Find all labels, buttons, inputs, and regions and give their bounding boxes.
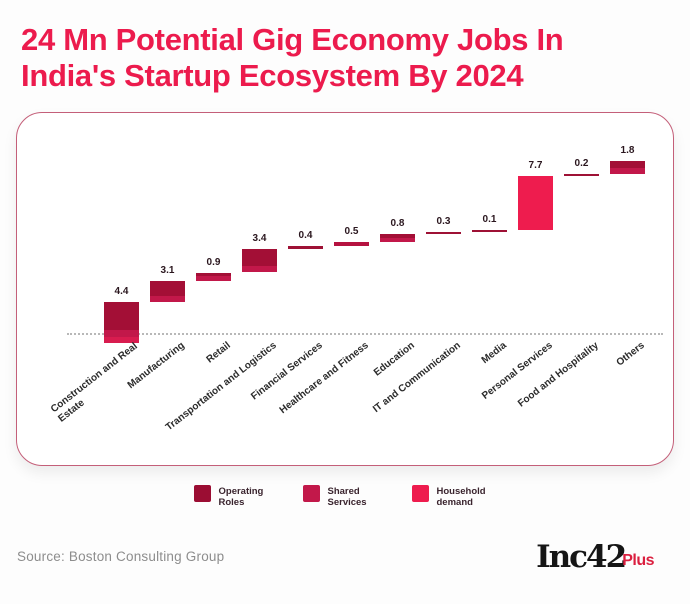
chart-baseline [67, 333, 663, 335]
bar-category-label: Retail [204, 340, 233, 366]
bar-category-label: Others [614, 340, 647, 369]
bar-12 [610, 161, 645, 174]
bar-value-label: 0.3 [436, 216, 451, 228]
bar-10 [518, 176, 553, 230]
bar-value-label: 3.1 [160, 264, 175, 276]
bar-segment [242, 265, 277, 273]
source-text: Source: Boston Consulting Group [17, 549, 225, 564]
bar-segment [380, 237, 415, 243]
bar-5 [288, 245, 323, 249]
bar-category-label: Healthcare and Fitness [277, 340, 371, 417]
legend-item: Household demand [411, 485, 497, 508]
bar-value-label: 0.5 [344, 226, 359, 238]
logo-inc42-text: Inc42 [536, 539, 627, 575]
bar-11 [564, 173, 599, 177]
legend-swatch [411, 485, 429, 502]
bar-segment [380, 234, 415, 238]
legend-label: Household demand [436, 486, 486, 508]
bar-value-label: 0.2 [574, 157, 589, 169]
bar-category-label: IT and Communication [370, 340, 463, 416]
bar-segment [564, 173, 599, 177]
chart-card: 4.4 Construction and Real Estate 3.1 Manufa… [16, 112, 674, 466]
bar-segment [196, 272, 231, 277]
legend-item: Shared Services [302, 485, 388, 508]
bar-segment [288, 245, 323, 249]
bar-category-label: Media [479, 340, 509, 367]
bar-segment [426, 232, 461, 235]
bar-8 [426, 232, 461, 235]
bar-value-label: 0.1 [482, 214, 497, 225]
inc42-plus-logo: Inc42 Plus [536, 541, 654, 573]
bar-value-label: 0.9 [206, 256, 221, 268]
bar-segment [610, 161, 645, 169]
bar-9 [472, 230, 507, 233]
bar-2 [150, 280, 185, 303]
bar-segment [150, 280, 185, 296]
bar-1 [104, 302, 139, 343]
bar-segment [518, 176, 553, 230]
bar-segment [104, 329, 139, 337]
legend-label: Operating Roles [218, 486, 264, 508]
bar-value-label: 3.4 [252, 232, 267, 244]
legend-swatch [193, 485, 211, 502]
chart-legend: Operating Roles Shared Services Household … [0, 485, 690, 508]
bar-segment [242, 248, 277, 266]
bar-4 [242, 248, 277, 273]
bar-category-label: Education [371, 340, 417, 379]
bar-3 [196, 272, 231, 281]
bar-value-label: 4.4 [114, 286, 129, 298]
bar-segment [334, 242, 369, 246]
legend-item: Operating Roles [193, 485, 279, 508]
legend-label: Shared Services [327, 486, 367, 508]
bar-segment [472, 230, 507, 233]
bar-value-label: 7.7 [528, 160, 543, 172]
waterfall-chart: 4.4 Construction and Real Estate 3.1 Manufa… [17, 113, 673, 465]
bar-6 [334, 242, 369, 246]
bar-segment [150, 295, 185, 303]
page-title: 24 Mn Potential Gig Economy Jobs In Indi… [21, 22, 564, 93]
bar-7 [380, 234, 415, 243]
legend-swatch [302, 485, 320, 502]
bar-segment [196, 276, 231, 281]
logo-plus-text: Plus [622, 552, 654, 569]
bar-segment [104, 302, 139, 330]
bar-value-label: 0.4 [298, 229, 313, 241]
bar-segment [104, 336, 139, 343]
bar-segment [610, 168, 645, 174]
bar-value-label: 1.8 [620, 145, 635, 157]
bar-category-label: Food and Hospitality [515, 340, 601, 410]
bar-value-label: 0.8 [390, 218, 405, 230]
